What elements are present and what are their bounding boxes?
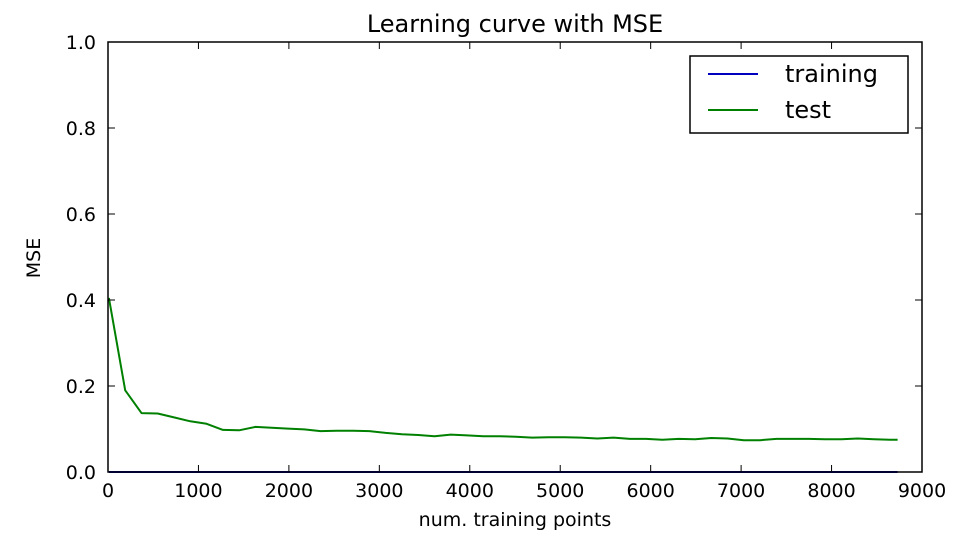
x-tick-label: 5000	[536, 480, 584, 502]
x-tick-label: 4000	[446, 480, 494, 502]
plot-frame	[107, 41, 923, 473]
y-tick-label: 1.0	[66, 32, 96, 54]
x-tick-label: 6000	[626, 480, 674, 502]
x-tick-label: 8000	[807, 480, 855, 502]
legend-box	[689, 55, 909, 134]
y-tick-label: 0.2	[66, 376, 96, 398]
y-tick-label: 0.6	[66, 204, 96, 226]
y-tick-label: 0.4	[66, 290, 96, 312]
legend: training test	[689, 55, 909, 134]
x-tick-label: 7000	[717, 480, 765, 502]
x-axis-label: num. training points	[419, 509, 612, 531]
y-tick-label: 0.0	[66, 462, 96, 484]
x-tick-label: 2000	[265, 480, 313, 502]
y-tick-label: 0.8	[66, 118, 96, 140]
chart-title: Learning curve with MSE	[367, 10, 663, 38]
x-tick-label: 9000	[898, 480, 946, 502]
legend-label-training: training	[785, 60, 878, 88]
x-tick-label: 3000	[355, 480, 403, 502]
series-line-test	[107, 297, 898, 442]
y-axis-label: MSE	[23, 238, 45, 278]
legend-label-test: test	[785, 96, 831, 124]
x-tick-label: 0	[102, 480, 114, 502]
plot-area: 0 1000 2000 3000 4000 5000 6000 7000 8000 9000 0.0…	[66, 32, 946, 502]
x-tick-label: 1000	[174, 480, 222, 502]
